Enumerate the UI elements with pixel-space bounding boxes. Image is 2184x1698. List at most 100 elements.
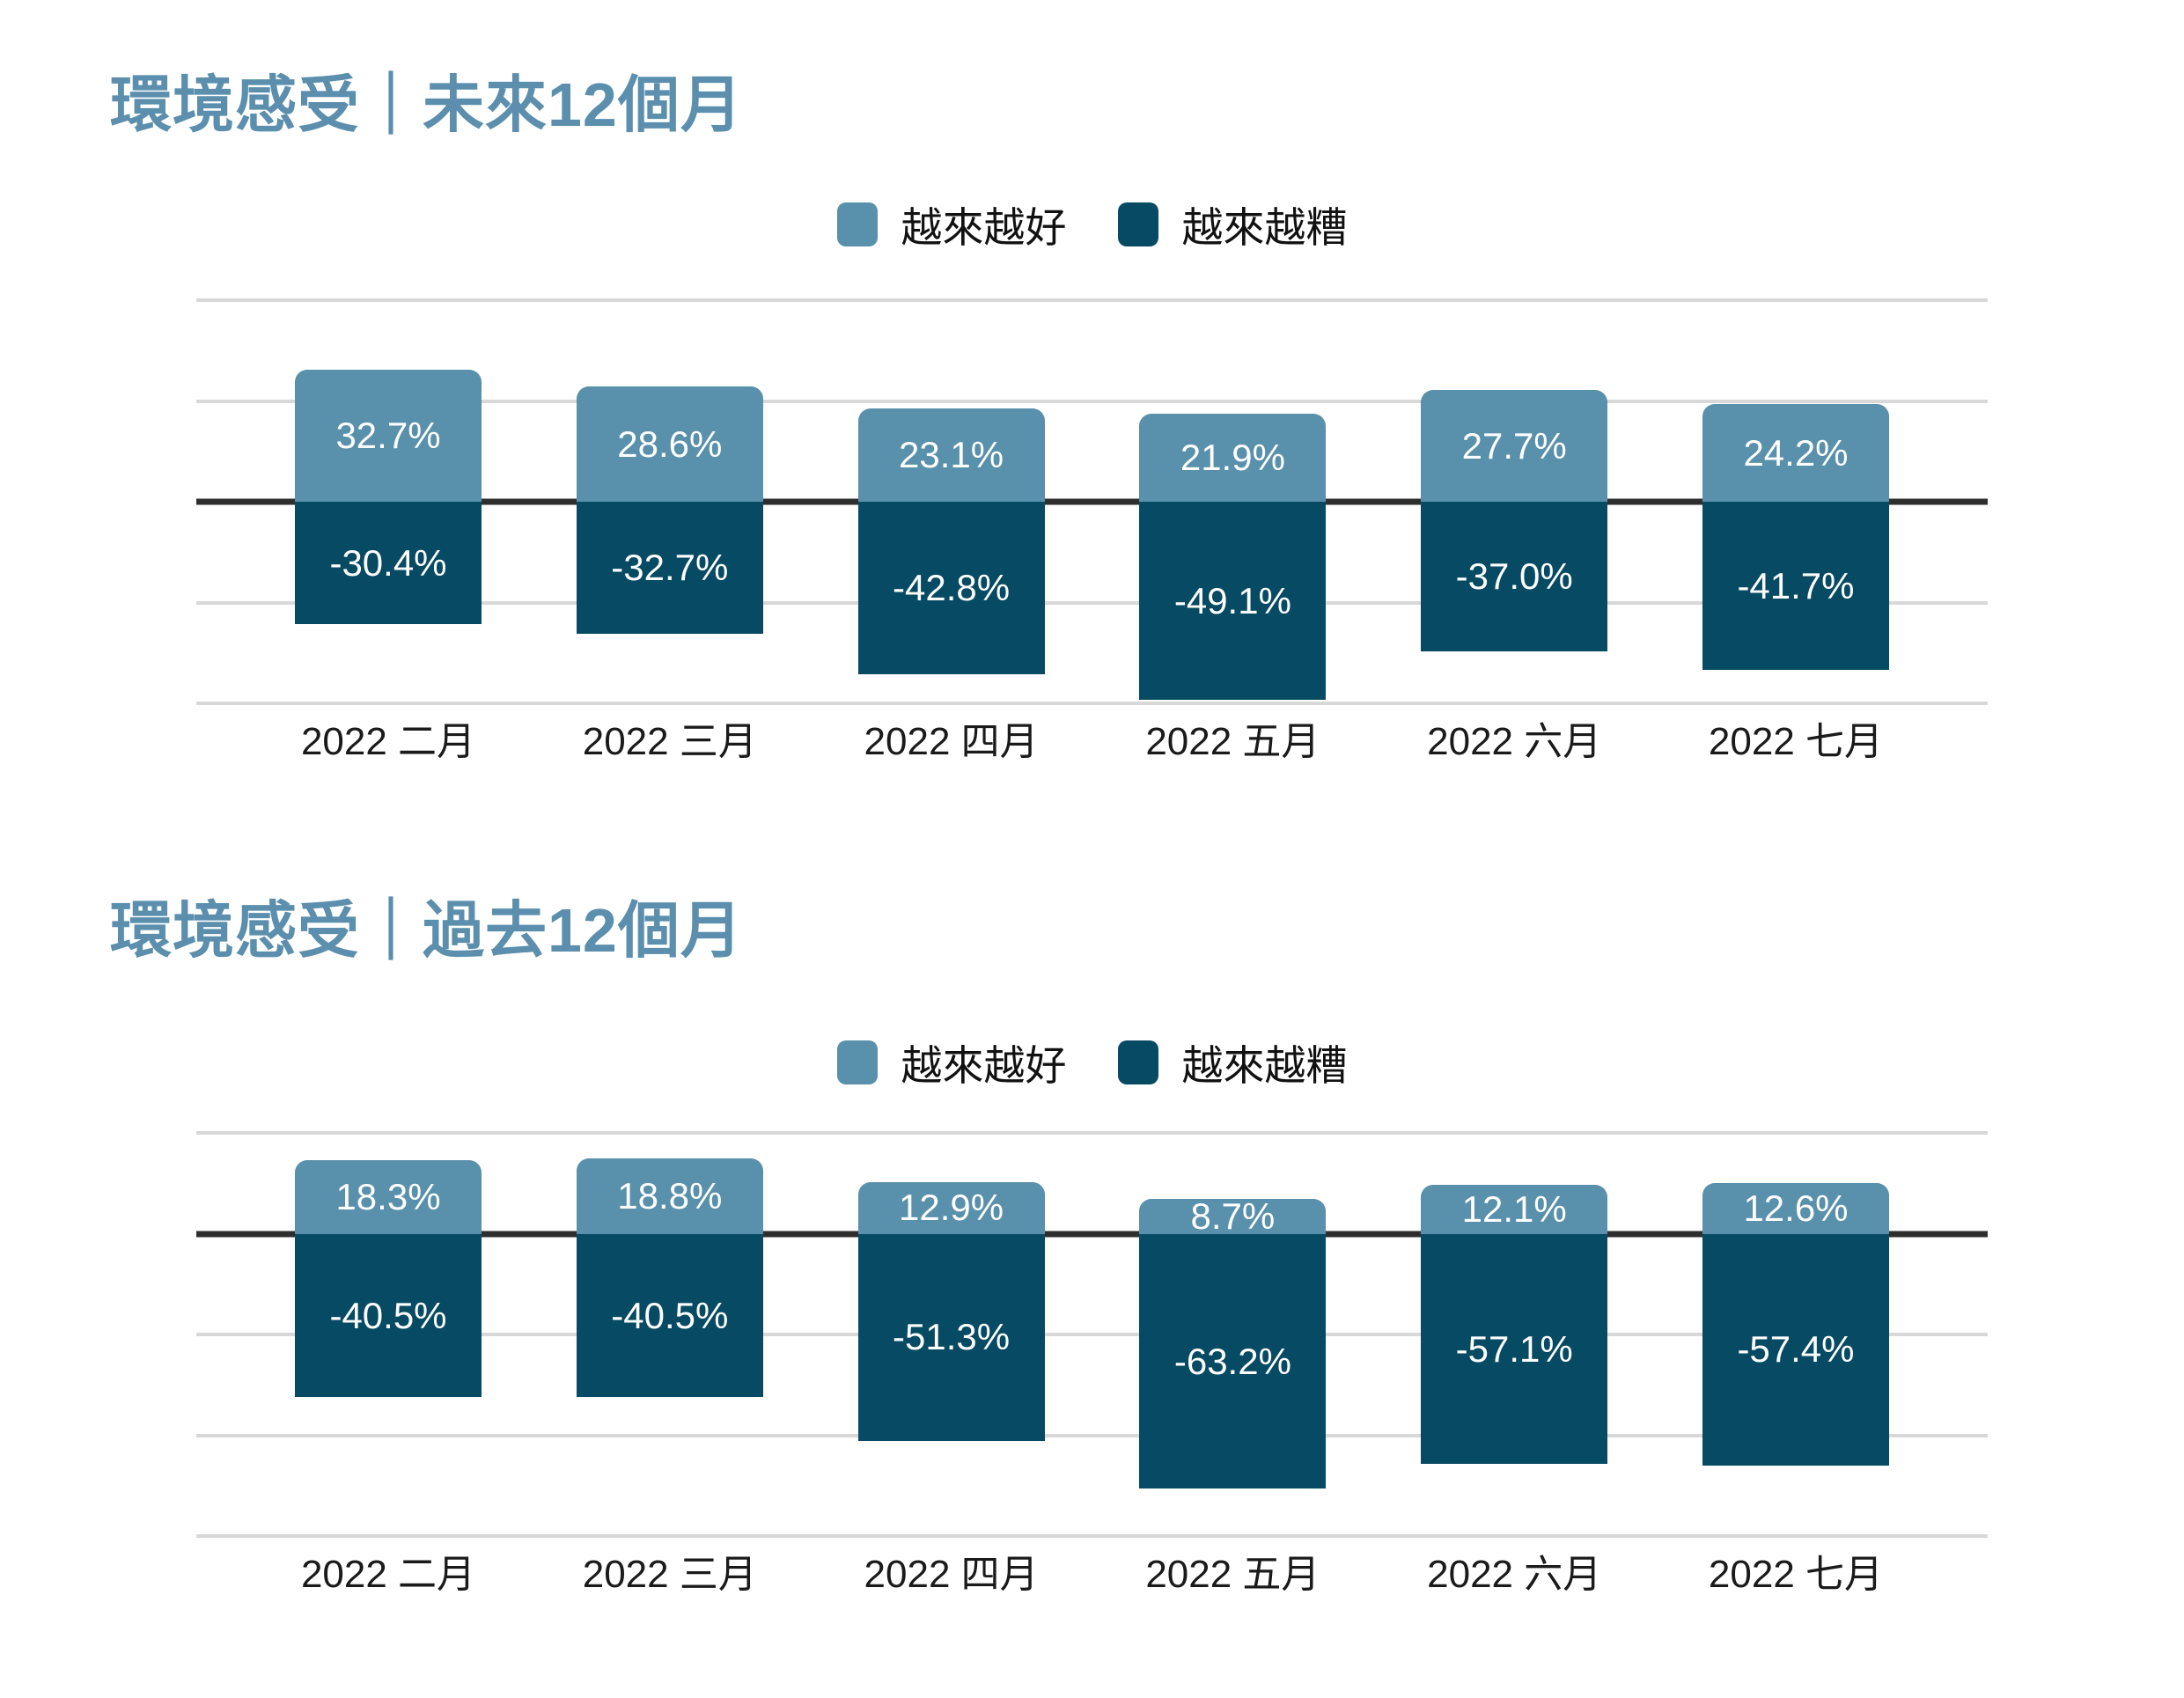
bar-group-3: 12.9% -51.3% — [857, 1133, 1045, 1536]
positive-bar: 12.6% — [1702, 1183, 1889, 1234]
gridline — [196, 1433, 1988, 1437]
gridline — [196, 1131, 1988, 1136]
legend: 越來越好 越來越糟 — [0, 1032, 2184, 1092]
positive-bar-value-label: 18.8% — [617, 1174, 723, 1217]
positive-bar: 32.7% — [295, 370, 482, 503]
negative-bar: -49.1% — [1139, 502, 1327, 701]
gridline — [196, 600, 1988, 605]
negative-bar: -40.5% — [295, 1233, 482, 1398]
negative-bar: -42.8% — [857, 502, 1045, 675]
negative-bar: -32.7% — [576, 502, 763, 634]
x-axis-label-cell: 2022 三月 — [577, 717, 763, 766]
positive-bar-value-label: 18.3% — [335, 1175, 441, 1217]
x-axis-label-cell: 2022 六月 — [1421, 1550, 1607, 1599]
legend-label-positive: 越來越好 — [901, 1042, 1067, 1090]
x-axis-label-cell: 2022 七月 — [1702, 717, 1889, 766]
bar-group-5: 12.1% -57.1% — [1421, 1133, 1608, 1536]
x-axis-label: 2022 六月 — [1427, 1553, 1602, 1597]
bar-group-5: 27.7% -37.0% — [1421, 300, 1608, 703]
negative-bar: -41.7% — [1702, 502, 1889, 671]
legend-item-negative: 越來越糟 — [1117, 194, 1348, 254]
x-axis-label-cell: 2022 四月 — [858, 1550, 1045, 1599]
legend-item-positive: 越來越好 — [836, 1032, 1067, 1092]
negative-bar-value-label: -40.5% — [611, 1294, 729, 1336]
x-axis-label-cell: 2022 六月 — [1421, 717, 1607, 766]
negative-bar: -63.2% — [1139, 1233, 1327, 1489]
bar-group-1: 18.3% -40.5% — [295, 1133, 482, 1536]
x-axis-label: 2022 七月 — [1708, 1553, 1884, 1597]
positive-bar: 18.3% — [295, 1160, 482, 1234]
x-axis-label: 2022 四月 — [864, 720, 1039, 764]
bar-group-1: 32.7% -30.4% — [295, 300, 482, 703]
x-axis-label: 2022 五月 — [1145, 720, 1320, 764]
positive-bar-value-label: 8.7% — [1190, 1194, 1276, 1237]
x-axis-label: 2022 五月 — [1145, 1553, 1320, 1597]
negative-bar-value-label: -63.2% — [1173, 1340, 1291, 1382]
bar-group-4: 21.9% -49.1% — [1139, 300, 1327, 703]
x-axis-label: 2022 三月 — [582, 720, 757, 764]
negative-bar: -51.3% — [857, 1233, 1045, 1441]
legend-item-positive: 越來越好 — [836, 194, 1067, 254]
x-axis-label-cell: 2022 五月 — [1139, 717, 1326, 766]
legend-swatch-positive-icon — [836, 202, 878, 246]
negative-bar: -40.5% — [576, 1233, 763, 1398]
positive-bar: 8.7% — [1139, 1194, 1327, 1237]
bars-container: 32.7% -30.4% 28.6% -32.7% 23.1% -42.8% 21.9% -4… — [196, 300, 1988, 703]
x-axis-label: 2022 六月 — [1427, 720, 1602, 764]
positive-bar: 12.1% — [1421, 1185, 1608, 1234]
legend-swatch-negative-icon — [1117, 1040, 1158, 1084]
gridline — [196, 1333, 1988, 1337]
bar-group-2: 18.8% -40.5% — [576, 1133, 763, 1536]
x-axis-label-cell: 2022 五月 — [1139, 1550, 1326, 1599]
x-axis-label: 2022 三月 — [582, 1553, 757, 1597]
positive-bar: 21.9% — [1139, 413, 1327, 503]
positive-bar-value-label: 12.9% — [899, 1187, 1004, 1229]
x-axis-label-cell: 2022 二月 — [295, 1550, 482, 1599]
negative-bar-value-label: -32.7% — [611, 547, 729, 589]
negative-bar-value-label: -40.5% — [329, 1294, 447, 1336]
chart-section-past-12-months: 環境感受｜過去12個月 越來越好 越來越糟 18.3% -40.5% 18.8% -4… — [0, 766, 2184, 1599]
bar-chart-plot-area: 18.3% -40.5% 18.8% -40.5% 12.9% -51.3% 8.7% -63… — [196, 1131, 1988, 1539]
positive-bar-value-label: 23.1% — [899, 434, 1004, 476]
negative-bar-value-label: -51.3% — [893, 1316, 1011, 1358]
gridline — [196, 702, 1988, 706]
positive-bar: 24.2% — [1702, 404, 1889, 503]
negative-bar-value-label: -37.0% — [1455, 555, 1573, 597]
negative-bar: -37.0% — [1421, 502, 1608, 651]
positive-bar-value-label: 24.2% — [1743, 431, 1849, 474]
bar-chart-plot-area: 32.7% -30.4% 28.6% -32.7% 23.1% -42.8% 21.9% -4… — [196, 298, 1988, 706]
bar-group-3: 23.1% -42.8% — [857, 300, 1045, 703]
negative-bar-value-label: -49.1% — [1173, 579, 1291, 621]
negative-bar-value-label: -42.8% — [893, 567, 1011, 609]
positive-bar-value-label: 21.9% — [1180, 437, 1285, 479]
bar-group-4: 8.7% -63.2% — [1139, 1133, 1327, 1536]
bar-group-6: 24.2% -41.7% — [1702, 300, 1889, 703]
legend-label-positive: 越來越好 — [901, 204, 1067, 252]
positive-bar: 18.8% — [576, 1158, 763, 1234]
positive-bar-value-label: 28.6% — [617, 423, 723, 465]
positive-bar-value-label: 12.1% — [1461, 1188, 1567, 1231]
legend-item-negative: 越來越糟 — [1117, 1032, 1348, 1092]
chart-title: 環境感受｜未來12個月 — [110, 70, 743, 139]
negative-bar-value-label: -57.4% — [1737, 1328, 1855, 1371]
negative-bar: -57.1% — [1421, 1233, 1608, 1465]
gridline — [196, 399, 1988, 403]
positive-bar: 23.1% — [857, 408, 1045, 503]
legend-swatch-negative-icon — [1117, 202, 1158, 246]
legend-label-negative: 越來越糟 — [1181, 1042, 1348, 1090]
x-axis-label: 2022 四月 — [864, 1553, 1039, 1597]
negative-bar: -57.4% — [1702, 1233, 1889, 1466]
zero-axis-line — [196, 498, 1988, 505]
positive-bar-value-label: 32.7% — [335, 415, 441, 457]
x-axis-label-cell: 2022 四月 — [858, 717, 1045, 766]
x-axis: 2022 二月 2022 三月 2022 四月 2022 五月 2022 六月 2022 … — [196, 717, 1988, 766]
gridline — [196, 1534, 1988, 1539]
x-axis-label-cell: 2022 七月 — [1702, 1550, 1889, 1599]
chart-title: 環境感受｜過去12個月 — [110, 896, 743, 966]
x-axis-label: 2022 七月 — [1708, 720, 1884, 764]
bars-container: 18.3% -40.5% 18.8% -40.5% 12.9% -51.3% 8.7% -63… — [196, 1133, 1988, 1536]
positive-bar: 27.7% — [1421, 390, 1608, 503]
positive-bar-value-label: 12.6% — [1743, 1187, 1849, 1229]
legend-swatch-positive-icon — [836, 1040, 878, 1084]
negative-bar-value-label: -41.7% — [1737, 564, 1855, 606]
